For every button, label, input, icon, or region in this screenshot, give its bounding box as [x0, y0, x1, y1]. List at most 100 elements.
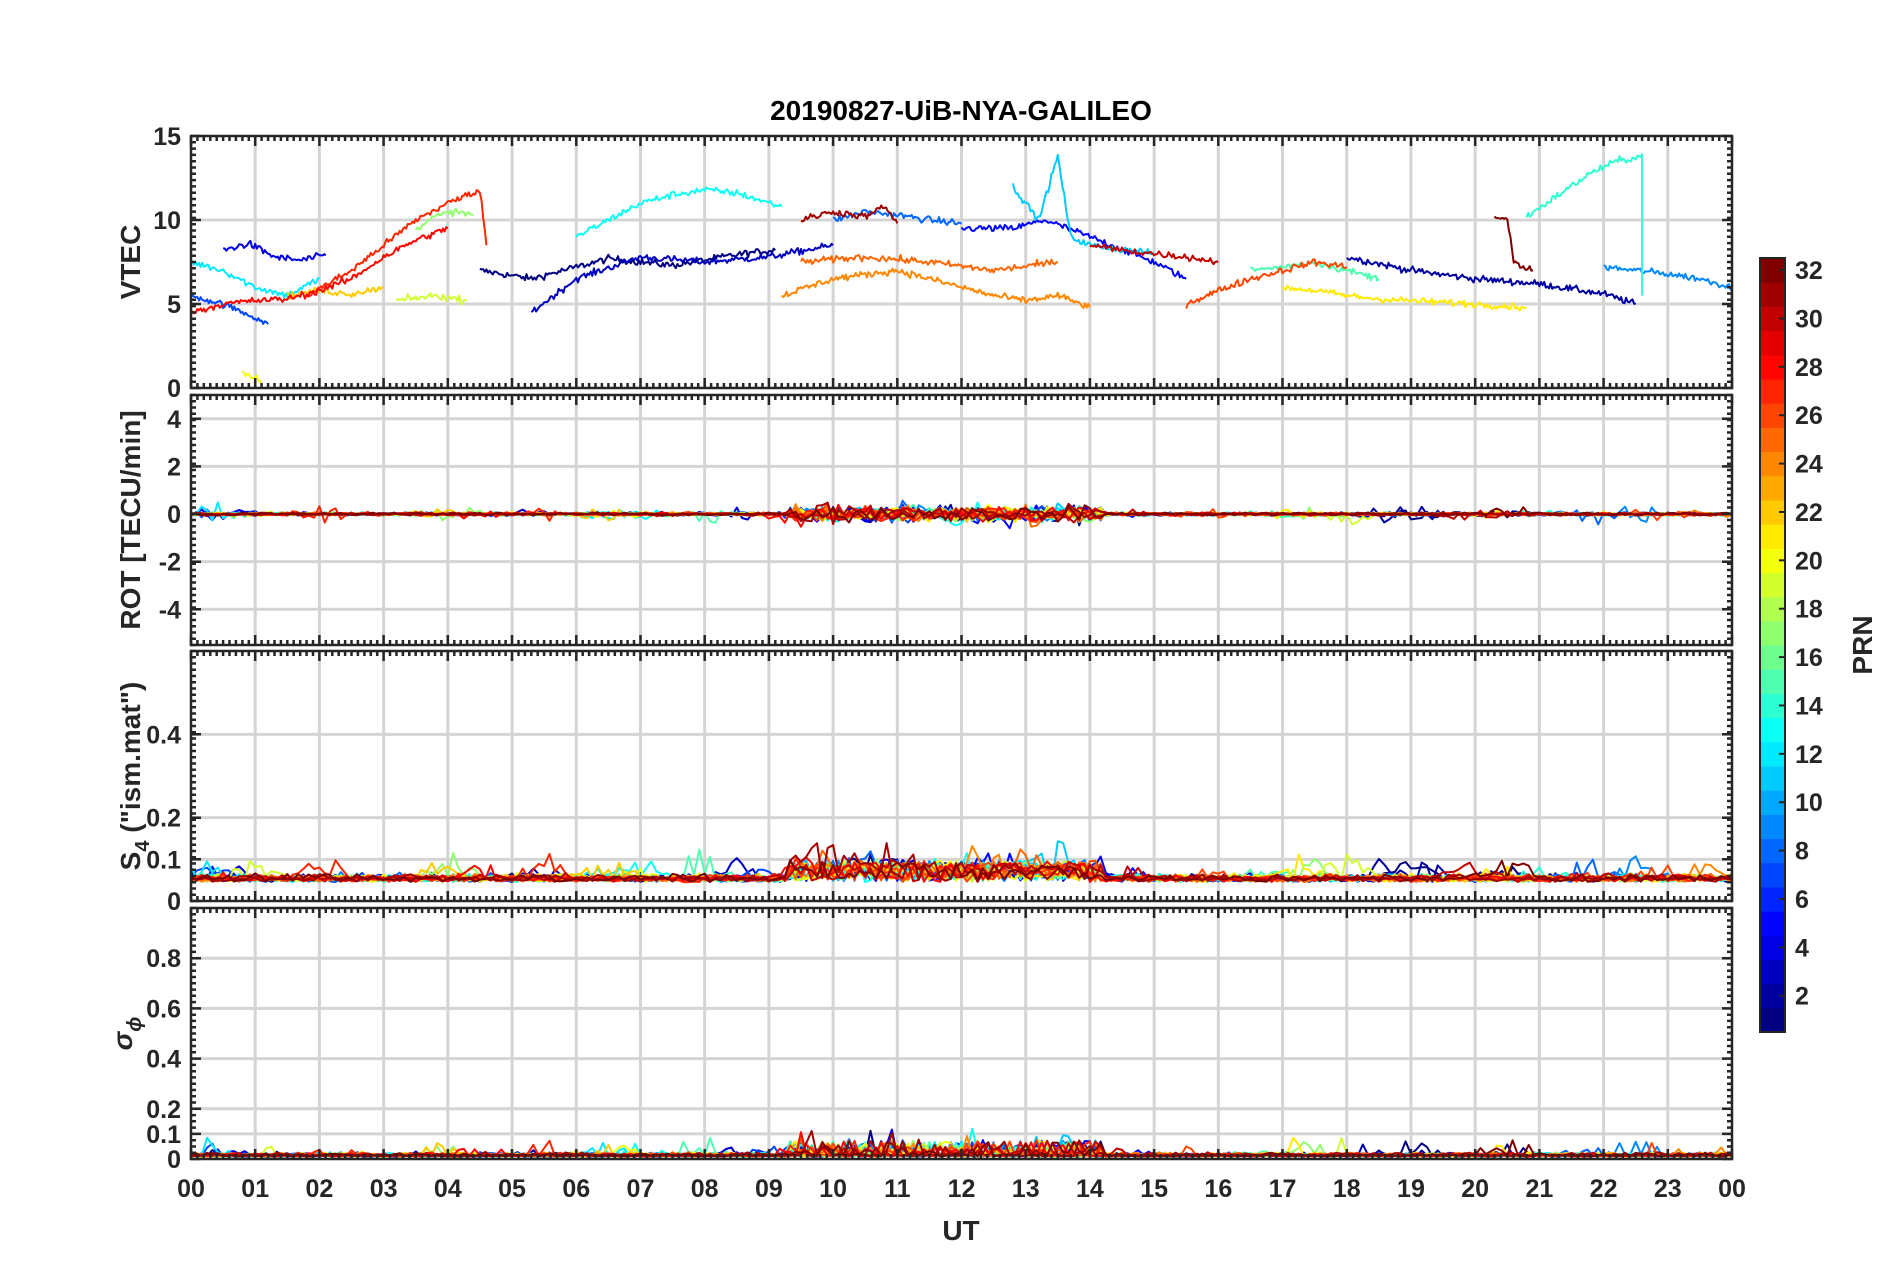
- rot-series-group: [191, 499, 1732, 530]
- vtec-series-prn-1: [479, 247, 776, 282]
- colorbar-swatch: [1760, 330, 1785, 356]
- vtec-series-prn-13: [575, 186, 783, 238]
- colorbar-tick-label: 28: [1795, 354, 1823, 382]
- vtec-series-prn-17: [414, 207, 474, 231]
- s4-series-group: [191, 840, 1732, 884]
- sigma_phi-axes-box: [189, 906, 1734, 1161]
- x-tick-label: 18: [1333, 1175, 1361, 1203]
- panel-vtec: 0 5 10 15 VTEC: [115, 123, 1734, 403]
- sigma_phi-y-tick-label: 0.4: [146, 1046, 181, 1074]
- vtec-series-prn-26: [1185, 258, 1348, 309]
- colorbar-swatch: [1760, 427, 1785, 453]
- colorbar-tick-label: 20: [1795, 547, 1823, 575]
- colorbar-label: PRN: [1847, 615, 1878, 674]
- vtec-series-prn-28: [191, 226, 449, 315]
- x-tick-label: 08: [691, 1175, 719, 1203]
- rot-y-tick-label: -2: [159, 549, 181, 577]
- x-tick-label: 13: [1012, 1175, 1040, 1203]
- s4-y-axis-label-rest: ("ism.mat"): [115, 682, 146, 841]
- colorbar-tick-label: 32: [1795, 257, 1823, 285]
- x-tick-label: 09: [755, 1175, 783, 1203]
- rot-series-prn-32: [191, 504, 1732, 524]
- colorbar-tick-label: 12: [1795, 741, 1823, 769]
- colorbar-tick-label: 6: [1795, 886, 1809, 914]
- x-axis-label: UT: [942, 1215, 979, 1246]
- colorbar-swatch: [1760, 911, 1785, 936]
- colorbar-swatch: [1760, 814, 1785, 840]
- s4-y-tick-label: 0.1: [146, 846, 181, 874]
- vtec-series-prn-32: [1493, 215, 1534, 272]
- colorbar-tick-label: 8: [1795, 838, 1809, 866]
- vtec-series-group: [191, 153, 1732, 385]
- x-tick-label: 11: [884, 1175, 911, 1203]
- vtec-series-prn-9: [1603, 264, 1732, 291]
- sigma_phi-y-axis-label: σϕ: [107, 1017, 146, 1051]
- colorbar-swatch: [1760, 765, 1785, 791]
- x-tick-label: 03: [370, 1175, 398, 1203]
- sigma_phi-y-tick-label: 0.6: [146, 995, 181, 1023]
- rot-y-tick-label: -4: [159, 596, 181, 624]
- colorbar-tick-label: 14: [1795, 692, 1823, 720]
- colorbar-swatch: [1760, 378, 1785, 404]
- vtec-y-tick-label: 15: [153, 123, 181, 151]
- vtec-series-prn-25: [800, 253, 1059, 274]
- x-tick-label: 00: [177, 1175, 205, 1203]
- colorbar-tick-label: 2: [1795, 983, 1809, 1011]
- x-tick-label: 15: [1140, 1175, 1168, 1203]
- vtec-y-axis-label: VTEC: [115, 225, 146, 300]
- vtec-series-prn-27: [305, 189, 488, 298]
- colorbar-swatch: [1760, 282, 1785, 307]
- x-tick-label: 04: [434, 1175, 462, 1203]
- sigma_phi-y-tick-label: 0.2: [146, 1096, 181, 1124]
- x-tick-label: 14: [1076, 1175, 1104, 1203]
- s4-series-prn-32: [191, 859, 1732, 883]
- vtec-series-prn-2: [1346, 256, 1636, 305]
- x-tick-label: 06: [562, 1175, 590, 1203]
- colorbar-tick-label: 18: [1795, 596, 1823, 624]
- x-tick-label: 20: [1461, 1175, 1489, 1203]
- s4-y-tick-label: 0.2: [146, 805, 181, 833]
- vtec-y-tick-label: 10: [153, 207, 181, 235]
- vtec-series-prn-5: [960, 219, 1187, 280]
- vtec-series-prn-12: [191, 260, 320, 299]
- s4-y-axis-label-main: S: [115, 852, 146, 871]
- x-tick-label: 22: [1590, 1175, 1618, 1203]
- s4-y-tick-label: 0: [167, 888, 181, 916]
- colorbar-swatch: [1760, 669, 1785, 694]
- s4-y-tick-label: 0.4: [146, 721, 181, 749]
- panel-rot: -4 -2 0 2 4 ROT [TECU/min]: [115, 393, 1734, 647]
- panels: 0 5 10 15 VTEC -4 -2 02 4 ROT [TECU/min] 0 0.1 0.2 0.…: [107, 123, 1746, 1203]
- x-tick-label: 00: [1718, 1175, 1746, 1203]
- panel-s4: 00.10.20.4S4 ("ism.mat"): [115, 649, 1734, 916]
- colorbar-tick-label: 10: [1795, 789, 1823, 817]
- vtec-series-prn-3: [530, 242, 834, 313]
- colorbar-swatch: [1760, 1007, 1785, 1033]
- vtec-series-prn-20: [241, 370, 263, 385]
- x-tick-label: 16: [1204, 1175, 1232, 1203]
- rot-y-tick-label: 4: [167, 406, 181, 434]
- colorbar-swatch: [1760, 620, 1785, 646]
- sigma_phi-y-axis-label-subscript: ϕ: [124, 1017, 146, 1032]
- colorbar-frame: [1759, 257, 1786, 1033]
- panel-sigma_phi: 00.10.2 0.4 0.6 0.8 σϕ 00 01 02 03 04 05 06 07 08 09 10…: [107, 906, 1746, 1203]
- rot-y-axis-label: ROT [TECU/min]: [115, 410, 146, 629]
- colorbar-swatch: [1760, 862, 1785, 888]
- vtec-series-prn-11: [1011, 153, 1155, 255]
- vtec-series-prn-15: [1250, 260, 1380, 282]
- x-tick-label: 02: [306, 1175, 334, 1203]
- x-tick-label: 21: [1525, 1175, 1553, 1203]
- x-tick-label: 17: [1269, 1175, 1297, 1203]
- s4-axes-box: [189, 649, 1734, 903]
- vtec-series-prn-31: [800, 204, 899, 224]
- vtec-series-prn-14: [1525, 153, 1644, 296]
- colorbar-swatch: [1760, 717, 1785, 743]
- colorbar-tick-label: 24: [1795, 451, 1823, 479]
- rot-y-tick-label: 0: [167, 501, 181, 529]
- vtec-y-tick-label: 5: [167, 291, 181, 319]
- colorbar-tick-label: 22: [1795, 499, 1823, 527]
- x-tick-label: 19: [1397, 1175, 1425, 1203]
- sigma_phi-y-axis-label-main: σ: [107, 1030, 138, 1050]
- vtec-series-prn-19: [395, 292, 468, 306]
